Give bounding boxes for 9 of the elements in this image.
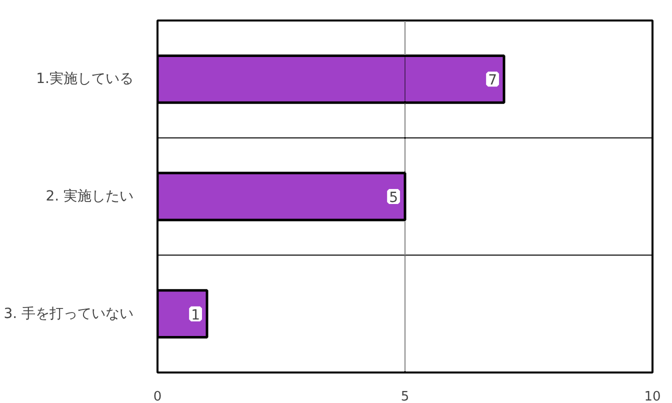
x-tick-label: 10 [644, 390, 661, 403]
y-tick-label: 2. 実施したい [46, 188, 134, 204]
data-label: 7 [488, 72, 498, 89]
x-tick-label: 5 [400, 390, 410, 403]
x-tick-label: 0 [153, 390, 162, 403]
y-tick-label: 3. 手を打っていない [4, 306, 134, 322]
data-label: 1 [191, 307, 200, 324]
y-tick-label: 1.実施している [36, 71, 134, 88]
data-label: 5 [389, 190, 398, 206]
